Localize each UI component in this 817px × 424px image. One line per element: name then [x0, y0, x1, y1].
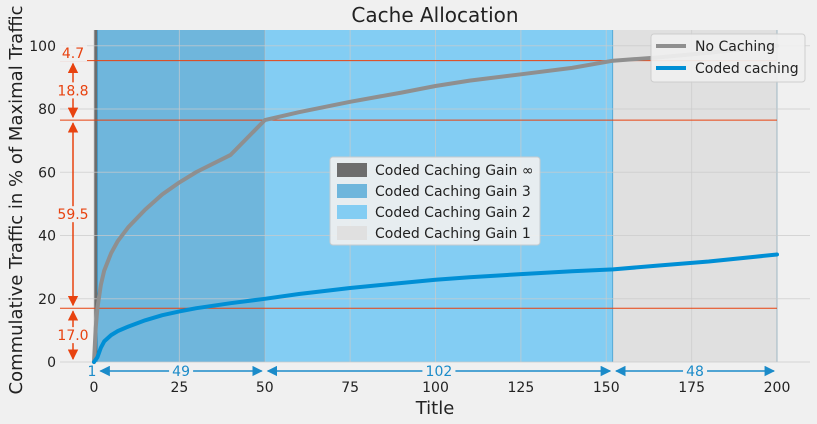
y-tick-label: 80 — [38, 102, 56, 118]
x-tick-label: 175 — [678, 380, 705, 396]
y-annotation-label: 4.7 — [62, 46, 84, 62]
x-annotation: 1 — [88, 364, 97, 380]
y-tick-label: 40 — [38, 229, 56, 245]
series-line-1 — [92, 43, 779, 364]
x-tick-label: 75 — [341, 380, 359, 396]
y-annotation: 17.0 — [55, 310, 91, 361]
y-annotation-bg — [55, 327, 91, 344]
gain-region-2 — [97, 30, 265, 362]
gain-region-4 — [613, 30, 777, 362]
x-tick-label: 0 — [90, 380, 99, 396]
x-annotation-label: 48 — [686, 364, 704, 380]
x-annotation-label: 1 — [88, 364, 97, 380]
y-tick-label: 0 — [47, 355, 56, 371]
y-annotation: 59.5 — [55, 122, 91, 307]
x-annotation-bg — [683, 363, 708, 379]
x-annotation-bg — [422, 363, 456, 379]
series-lines — [92, 43, 779, 364]
legend-lines-frame — [650, 33, 806, 83]
x-tick-label: 25 — [170, 380, 188, 396]
x-annotation-bg — [169, 363, 194, 379]
legend-label: Coded Caching Gain ∞ — [375, 163, 534, 179]
y-annotation-bg — [59, 45, 87, 62]
legend-label: Coded Caching Gain 3 — [375, 184, 531, 200]
series-line-2 — [92, 252, 779, 364]
chart-title: Cache Allocation — [351, 3, 518, 27]
legend-label: Coded caching — [695, 61, 799, 77]
y-axis-label: Commulative Traffic in % of Maximal Traf… — [6, 5, 27, 394]
y-annotation: 18.8 — [55, 62, 91, 119]
y-annotation-bg — [55, 206, 91, 223]
legend-label: Coded Caching Gain 1 — [375, 226, 531, 242]
x-tick-label: 125 — [508, 380, 535, 396]
y-annotation-label: 17.0 — [57, 328, 88, 344]
x-annotation-label: 102 — [426, 364, 453, 380]
y-tick-label: 100 — [29, 39, 56, 55]
x-axis-label: Title — [415, 398, 455, 419]
legend-swatch — [337, 163, 367, 177]
legend-lines: No Caching Coded caching — [650, 33, 806, 83]
x-tick-label: 100 — [422, 380, 449, 396]
legend-swatch — [337, 184, 367, 198]
annotations: 17.0 59.5 18.8 4.7 1 49 102 48 — [55, 45, 776, 380]
y-annotation: 4.7 — [59, 45, 87, 62]
legend-swatch — [337, 226, 367, 240]
legend-swatch — [337, 205, 367, 219]
gain-region-1 — [94, 30, 98, 362]
legend-label: No Caching — [695, 39, 775, 55]
y-annotation-label: 59.5 — [57, 207, 88, 223]
legend-label: Coded Caching Gain 2 — [375, 205, 531, 221]
x-annotation: 102 — [266, 363, 612, 380]
x-tick-label: 50 — [256, 380, 274, 396]
x-annotation: 48 — [615, 363, 776, 380]
y-annotation-bg — [55, 82, 91, 99]
legend-regions: Coded Caching Gain ∞ Coded Caching Gain 3… — [329, 156, 541, 246]
tick-labels: 0 25 50 75 100 125 150 175 200 0 20 40 60 80 100 — [29, 39, 790, 396]
x-annotation-label: 49 — [172, 364, 190, 380]
x-tick-label: 150 — [593, 380, 620, 396]
x-annotation: 49 — [99, 363, 263, 380]
x-tick-label: 200 — [764, 380, 791, 396]
y-tick-label: 20 — [38, 292, 56, 308]
y-annotation-label: 18.8 — [57, 83, 88, 99]
y-tick-label: 60 — [38, 165, 56, 181]
legend-regions-frame — [329, 156, 541, 246]
